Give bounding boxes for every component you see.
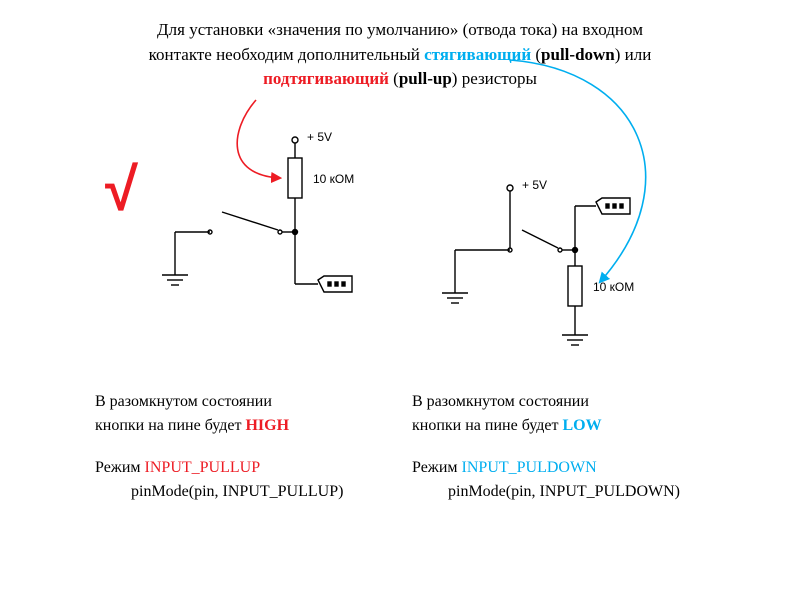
arrow-pulldown-icon: [510, 60, 646, 282]
title-line3-a: (: [389, 69, 399, 88]
title-line2-a: контакте необходим дополнительный: [149, 45, 424, 64]
arrow-pullup-icon: [237, 100, 280, 178]
title-line1-c: на входном: [557, 20, 643, 39]
caption-right-low: LOW: [562, 417, 601, 434]
mode-right-b: INPUT_PULDOWN: [462, 459, 597, 476]
pulldown-word: стягивающий: [424, 45, 531, 64]
mode-left-a: Режим: [95, 459, 145, 476]
caption-left-line1: В разомкнутом состоянии: [95, 390, 405, 414]
label-r-left: 10 кОМ: [313, 172, 354, 186]
caption-right-line2a: кнопки на пине будет: [412, 417, 562, 434]
label-5v-left: + 5V: [307, 130, 332, 144]
label-5v-right: + 5V: [522, 178, 547, 192]
title-line1-a: Для установки «значения по умолчанию»: [157, 20, 463, 39]
title-block: Для установки «значения по умолчанию» (о…: [40, 18, 760, 92]
circuit-right: [442, 185, 630, 345]
title-line2-b: (: [531, 45, 541, 64]
caption-left: В разомкнутом состоянии кнопки на пине б…: [95, 390, 405, 504]
caption-right: В разомкнутом состоянии кнопки на пине б…: [412, 390, 722, 504]
title-line2-c: ) или: [615, 45, 652, 64]
pullup-en: pull-up: [399, 69, 452, 88]
pullup-word: подтягивающий: [263, 69, 389, 88]
title-line3-b: ) резисторы: [452, 69, 537, 88]
caption-right-line1: В разомкнутом состоянии: [412, 390, 722, 414]
code-left: pinMode(pin, INPUT_PULLUP): [131, 480, 405, 504]
code-right: pinMode(pin, INPUT_PULDOWN): [448, 480, 722, 504]
pulldown-en: pull-down: [541, 45, 615, 64]
mode-right-a: Режим: [412, 459, 462, 476]
circuit-left: [162, 137, 352, 292]
caption-left-high: HIGH: [245, 417, 289, 434]
caption-left-line2a: кнопки на пине будет: [95, 417, 245, 434]
checkmark-icon: √: [105, 155, 138, 224]
label-r-right: 10 кОМ: [593, 280, 634, 294]
title-line1-b: (отвода тока): [463, 20, 558, 39]
mode-left-b: INPUT_PULLUP: [145, 459, 261, 476]
